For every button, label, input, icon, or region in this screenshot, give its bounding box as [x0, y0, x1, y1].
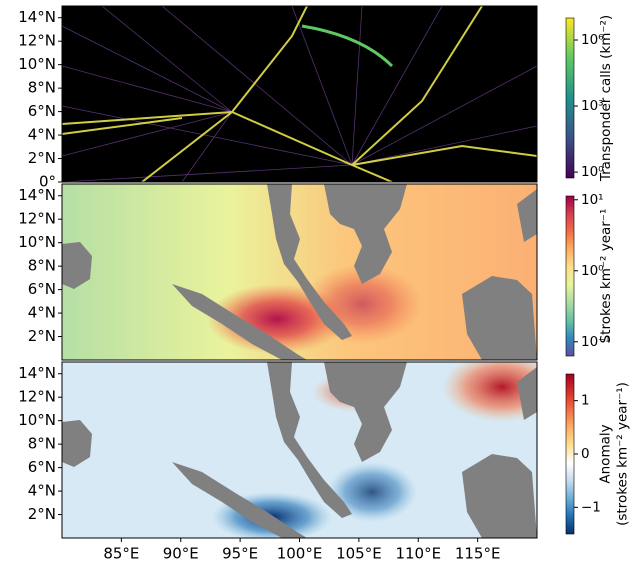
- y-tick-label: 6°N: [28, 102, 56, 120]
- y-tick-label: 4°N: [28, 126, 56, 144]
- y-tick-label: 2°N: [28, 149, 56, 167]
- x-tick-label: 100°E: [277, 545, 323, 563]
- y-tick-label: 8°N: [28, 257, 56, 275]
- colorbar-tick-label: 10⁻¹: [581, 334, 611, 350]
- y-tick-label: 4°N: [28, 304, 56, 322]
- x-tick-label: 110°E: [395, 545, 441, 563]
- y-tick-label: 14°N: [18, 8, 56, 26]
- x-tick-label: 90°E: [163, 545, 199, 563]
- x-tick-label: 115°E: [455, 545, 501, 563]
- colorbar: [565, 17, 575, 179]
- colorbar-tick-label: 10¹: [581, 192, 604, 208]
- y-tick-label: 2°N: [28, 327, 56, 345]
- colorbar: [565, 373, 575, 535]
- panel-imagery: [62, 184, 537, 360]
- y-tick-label: 6°N: [28, 458, 56, 476]
- y-tick-label: 12°N: [18, 210, 56, 228]
- y-tick-label: 12°N: [18, 388, 56, 406]
- y-tick-label: 14°N: [18, 186, 56, 204]
- y-tick-label: 0°: [39, 173, 56, 191]
- colorbar-label: Strokes km⁻² year⁻¹: [598, 209, 614, 344]
- panel-frame: [61, 183, 538, 361]
- colorbar-tick-label: 10⁶: [581, 32, 604, 48]
- y-tick-label: 2°N: [28, 505, 56, 523]
- colorbar-label: Transponder calls (km⁻²): [598, 15, 614, 182]
- colorbar-tick-label: 1: [581, 393, 590, 409]
- y-tick-label: 8°N: [28, 435, 56, 453]
- x-tick-label: 95°E: [222, 545, 258, 563]
- y-tick-label: 10°N: [18, 233, 56, 251]
- colorbar-tick-label: 10⁰: [581, 164, 604, 180]
- x-tick-label: 105°E: [336, 545, 382, 563]
- x-tick-label: 85°E: [103, 545, 139, 563]
- colorbar: [565, 195, 575, 357]
- y-tick-label: 12°N: [18, 32, 56, 50]
- colorbar-tick-label: −1: [581, 499, 601, 515]
- y-tick-label: 10°N: [18, 411, 56, 429]
- colorbar-tick-label: 0: [581, 446, 590, 462]
- y-tick-label: 6°N: [28, 280, 56, 298]
- y-tick-label: 8°N: [28, 79, 56, 97]
- colorbar-tick-label: 10⁰: [581, 263, 604, 279]
- panel-imagery: [62, 6, 537, 182]
- y-tick-label: 14°N: [18, 364, 56, 382]
- y-tick-label: 4°N: [28, 482, 56, 500]
- panel-imagery: [62, 362, 537, 538]
- panel-frame: [61, 5, 538, 183]
- colorbar-tick-label: 10³: [581, 98, 604, 114]
- colorbar-label: (strokes km⁻² year⁻¹): [615, 382, 631, 526]
- y-tick-label: 10°N: [18, 55, 56, 73]
- colorbar-label: Anomaly: [598, 424, 614, 483]
